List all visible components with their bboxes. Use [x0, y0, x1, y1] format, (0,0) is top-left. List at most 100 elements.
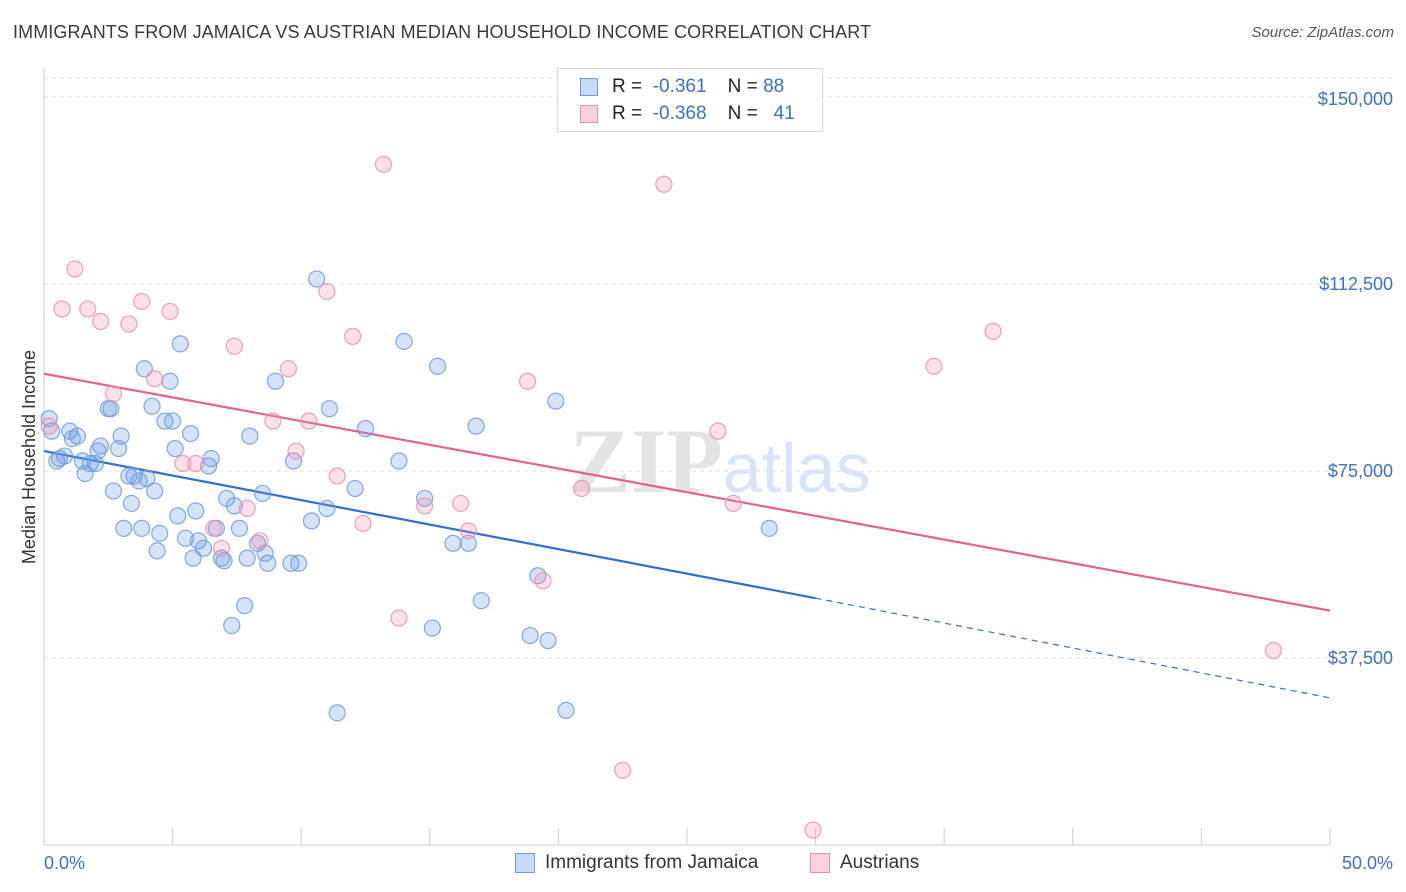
point-jamaica [125, 467, 143, 485]
point-jamaica [122, 494, 141, 513]
bottom-legend-label-jamaica: Immigrants from Jamaica [545, 852, 759, 873]
point-jamaica [529, 567, 547, 585]
point-jamaica [182, 425, 200, 443]
point-jamaica [760, 519, 778, 537]
point-jamaica [230, 519, 249, 537]
point-jamaica [547, 392, 565, 410]
point-jamaica [238, 549, 256, 567]
point-jamaica [328, 704, 346, 722]
point-austrians [79, 300, 97, 318]
point-austrians [174, 454, 192, 473]
point-austrians [374, 155, 393, 173]
point-austrians [354, 514, 372, 532]
point-austrians [279, 360, 297, 378]
point-jamaica [91, 437, 110, 455]
point-jamaica [135, 360, 153, 378]
point-jamaica [184, 549, 202, 567]
y-tick-label: $37,500 [1328, 648, 1393, 668]
bottom-legend-jamaica: Immigrants from Jamaica [515, 852, 758, 874]
point-jamaica [266, 372, 285, 390]
point-jamaica [302, 512, 321, 530]
point-jamaica [557, 701, 575, 719]
point-austrians [984, 322, 1002, 340]
point-jamaica [43, 422, 61, 440]
correlation-legend: R = -0.361 N = 88 R = -0.368 N = 41 [557, 68, 823, 132]
legend-r-value: -0.368 [652, 103, 707, 124]
point-jamaica [521, 626, 539, 645]
point-jamaica [356, 420, 375, 438]
point-jamaica [169, 507, 187, 525]
point-jamaica [151, 524, 169, 542]
data-points [40, 155, 1283, 839]
point-jamaica [115, 519, 133, 537]
point-jamaica [102, 400, 120, 418]
point-austrians [66, 260, 84, 278]
point-austrians [53, 300, 71, 318]
point-jamaica [308, 270, 326, 288]
point-jamaica [164, 412, 182, 430]
bottom-legend-label-austrians: Austrians [840, 852, 920, 873]
point-jamaica [120, 467, 138, 485]
watermark: ZIPatlas [569, 410, 870, 512]
bottom-legend-austrians: Austrians [810, 852, 919, 874]
point-jamaica [143, 397, 161, 415]
point-austrians [161, 302, 179, 321]
point-austrians [416, 497, 434, 515]
y-tick-label: $150,000 [1318, 89, 1393, 109]
point-jamaica [104, 482, 123, 500]
point-jamaica [254, 484, 272, 503]
point-jamaica [444, 534, 462, 552]
legend-n-label: N = [727, 76, 758, 97]
point-jamaica [112, 427, 130, 445]
axis-labels: $37,500 $75,000 $112,500 $150,000 0.0% 50.0% M… [19, 89, 1393, 873]
point-jamaica [176, 529, 195, 547]
legend-r-value: -0.361 [652, 76, 707, 97]
point-austrians [318, 282, 336, 301]
point-jamaica [212, 549, 231, 567]
point-austrians [238, 499, 256, 517]
point-jamaica [171, 335, 189, 353]
gridlines [44, 77, 1395, 659]
legend-row-jamaica: R = -0.361 N = 88 [580, 74, 784, 100]
point-jamaica [133, 519, 151, 537]
y-axis-label: Median Household Income [19, 350, 39, 564]
point-austrians [40, 417, 58, 435]
point-austrians [145, 370, 164, 388]
trend-line-austrians [43, 372, 1331, 612]
point-jamaica [187, 502, 205, 520]
point-jamaica [539, 631, 557, 650]
trend-line-jamaica [43, 449, 816, 600]
point-austrians [709, 422, 727, 440]
bottom-legend-swatch-austrians [810, 853, 830, 873]
point-austrians [133, 292, 151, 311]
point-jamaica [148, 542, 166, 560]
legend-r-label: R = [612, 103, 643, 124]
point-austrians [251, 532, 269, 550]
point-jamaica [423, 619, 441, 637]
y-tick-label: $75,000 [1328, 461, 1393, 481]
legend-r-label: R = [612, 76, 643, 97]
watermark-zip: ZIP [569, 410, 722, 512]
point-jamaica [68, 427, 87, 445]
point-jamaica [236, 597, 254, 615]
point-jamaica [223, 616, 241, 635]
point-jamaica [202, 449, 220, 468]
point-austrians [120, 315, 138, 333]
point-austrians [344, 327, 362, 345]
point-austrians [518, 372, 537, 390]
point-austrians [925, 357, 943, 375]
x-tick-label-max: 50.0% [1342, 853, 1393, 873]
point-austrians [187, 454, 205, 473]
point-jamaica [76, 464, 94, 483]
point-austrians [264, 412, 282, 430]
trend-line-jamaica-extension [815, 597, 1331, 699]
point-jamaica [318, 499, 336, 517]
point-austrians [572, 479, 591, 498]
point-jamaica [428, 357, 447, 375]
watermark-atlas: atlas [723, 429, 871, 507]
point-jamaica [390, 452, 408, 470]
point-austrians [390, 609, 408, 627]
bottom-legend-swatch-jamaica [515, 853, 535, 873]
point-austrians [287, 442, 305, 460]
